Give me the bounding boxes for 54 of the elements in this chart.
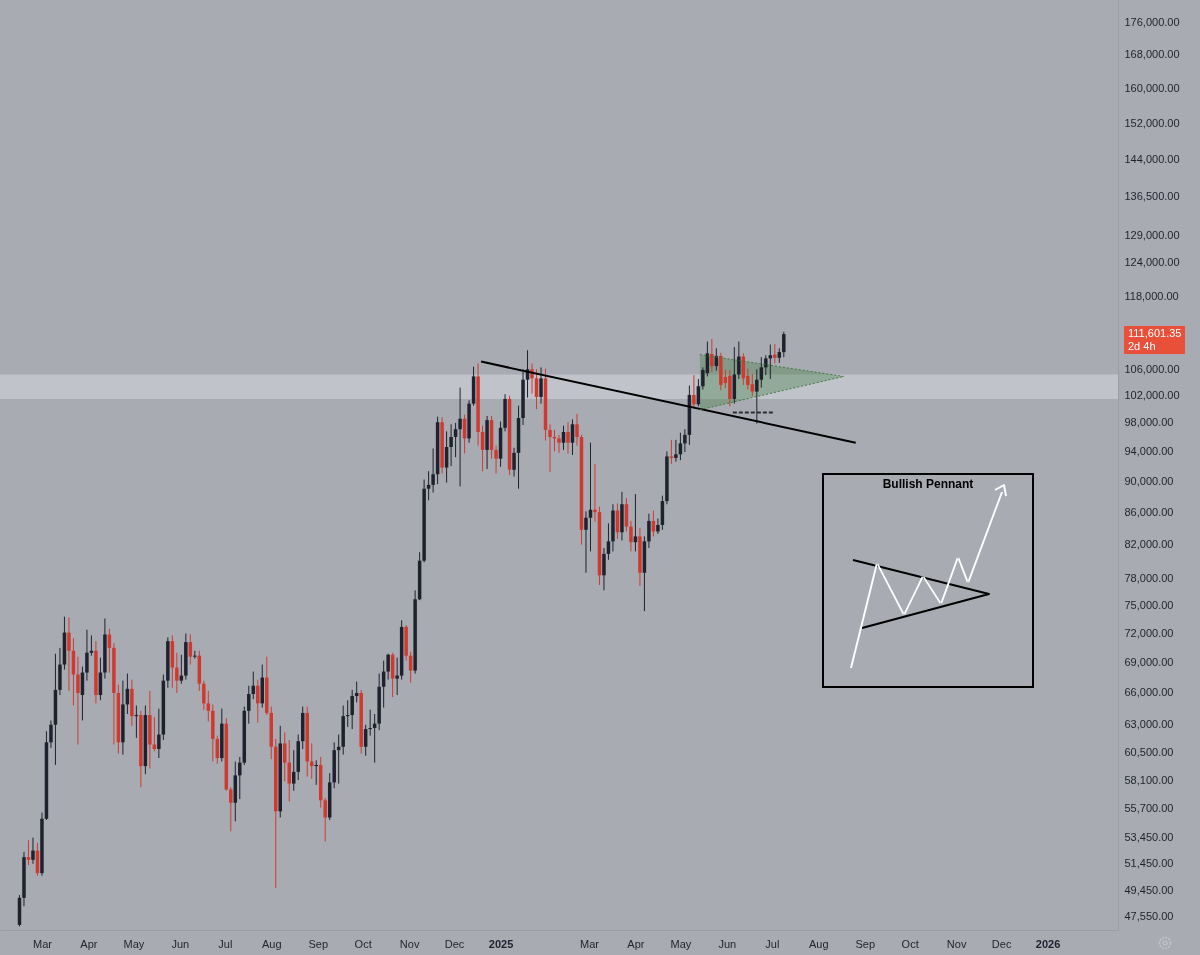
x-tick-label: Oct	[354, 937, 372, 950]
x-tick-label: Mar	[32, 937, 53, 950]
y-tick-label: 160,000.00	[1124, 81, 1180, 94]
x-tick-label: Nov	[946, 937, 967, 950]
y-tick-label: 55,700.00	[1124, 802, 1174, 815]
x-tick-label: Nov	[399, 937, 420, 950]
x-tick-label: Jul	[765, 937, 780, 950]
y-tick-label: 49,450.00	[1124, 883, 1174, 896]
y-tick-label: 63,000.00	[1124, 718, 1174, 731]
y-tick-label: 82,000.00	[1124, 538, 1174, 551]
y-tick-label: 152,000.00	[1124, 116, 1180, 129]
x-tick-label: Jun	[171, 937, 190, 950]
y-tick-label: 66,000.00	[1124, 686, 1174, 699]
y-tick-label: 129,000.00	[1124, 228, 1180, 241]
annotation: Bullish Pennant	[882, 477, 974, 491]
y-tick-label: 106,000.00	[1124, 362, 1180, 375]
x-tick-label: Aug	[808, 937, 829, 950]
y-tick-label: 94,000.00	[1124, 444, 1174, 457]
y-tick-label: 86,000.00	[1124, 505, 1174, 518]
y-tick-label: 69,000.00	[1124, 656, 1174, 669]
y-tick-label: 176,000.00	[1124, 16, 1180, 29]
y-tick-label: 78,000.00	[1124, 572, 1174, 585]
x-tick-label: Apr	[627, 937, 645, 950]
y-tick-label: 90,000.00	[1124, 474, 1174, 487]
y-tick-label: 51,450.00	[1124, 856, 1174, 869]
x-tick-label: Apr	[80, 937, 98, 950]
x-tick-label: Jul	[218, 937, 233, 950]
y-tick-label: 75,000.00	[1124, 599, 1174, 612]
x-tick-label: 2025	[488, 937, 514, 950]
x-tick-label: Dec	[444, 937, 465, 950]
x-tick-label: May	[670, 937, 692, 950]
text: 111,601.35	[1128, 327, 1182, 341]
x-tick-label: May	[123, 937, 145, 950]
text: 2d 4h	[1128, 340, 1157, 354]
x-tick-label: Jun	[718, 937, 737, 950]
y-tick-label: 53,450.00	[1124, 830, 1174, 843]
y-tick-label: 72,000.00	[1124, 627, 1174, 640]
x-tick-label: Sep	[308, 937, 328, 950]
y-tick-label: 60,500.00	[1124, 745, 1174, 758]
y-tick-label: 58,100.00	[1124, 773, 1174, 786]
y-tick-label: 98,000.00	[1124, 416, 1174, 429]
y-tick-label: 168,000.00	[1124, 48, 1180, 61]
x-tick-label: Sep	[855, 937, 876, 950]
y-tick-label: 136,500.00	[1124, 190, 1180, 203]
x-tick-label: Mar	[580, 937, 600, 950]
y-tick-label: 118,000.00	[1124, 289, 1179, 302]
x-tick-label: Aug	[261, 937, 282, 950]
y-tick-label: 144,000.00	[1124, 153, 1180, 166]
y-tick-label: 47,550.00	[1124, 910, 1174, 923]
y-tick-label: 102,000.00	[1124, 389, 1180, 402]
x-tick-label: Oct	[901, 937, 919, 950]
x-tick-label: Dec	[991, 937, 1012, 950]
x-tick-label: 2026	[1035, 937, 1061, 950]
y-tick-label: 124,000.00	[1124, 255, 1180, 268]
